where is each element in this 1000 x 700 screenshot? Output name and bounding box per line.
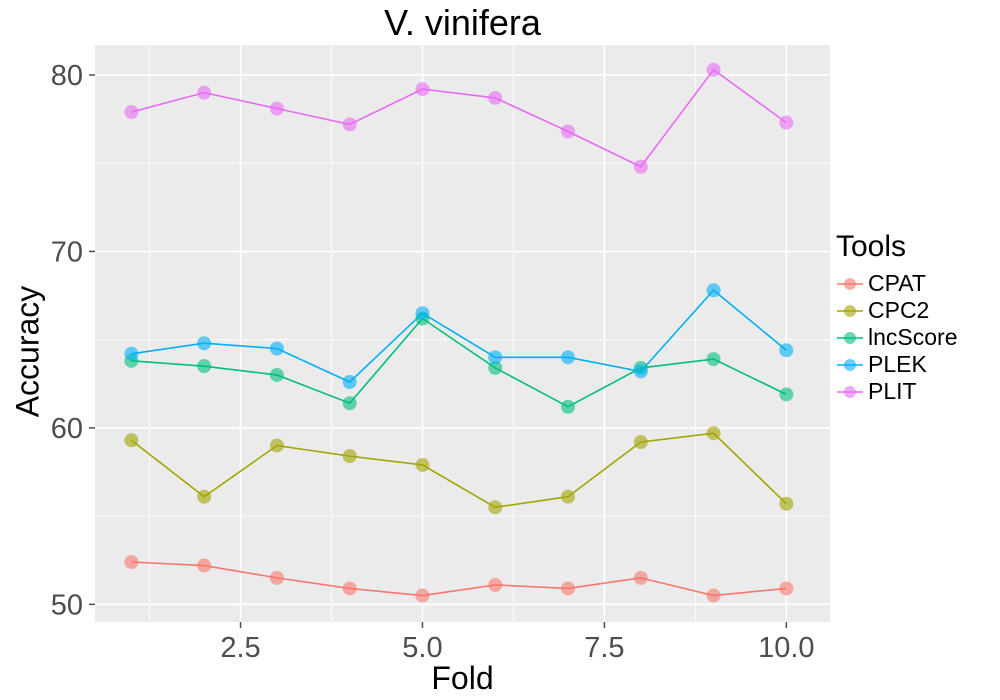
y-tick-label: 70: [51, 236, 83, 268]
data-point-PLIT: [561, 124, 576, 139]
legend-entry-lncScore: lncScore: [836, 324, 1000, 351]
legend-entry-label: PLIT: [868, 378, 917, 404]
legend-entry-PLEK: PLEK: [836, 351, 1000, 378]
data-point-lncScore: [779, 387, 794, 402]
legend-key-point: [844, 331, 856, 344]
data-point-PLIT: [124, 105, 139, 120]
data-point-lncScore: [561, 399, 576, 414]
data-point-PLIT: [779, 115, 794, 130]
legend-entry-CPAT: CPAT: [836, 270, 1000, 297]
data-point-PLEK: [779, 343, 794, 358]
data-point-PLEK: [561, 350, 576, 365]
data-point-PLEK: [269, 341, 284, 356]
data-point-PLIT: [197, 85, 212, 100]
data-point-CPC2: [706, 426, 721, 441]
legend-key-point: [844, 358, 856, 371]
series-line-PLIT: [131, 68, 787, 168]
legend-entry-label: PLEK: [868, 351, 927, 377]
data-point-CPC2: [415, 457, 430, 472]
y-axis-label: Accuracy: [9, 285, 46, 418]
data-point-PLEK: [706, 283, 721, 298]
data-point-PLIT: [269, 101, 284, 116]
chart-title: V. vinifera: [384, 2, 541, 43]
data-point-CPAT: [124, 555, 139, 570]
data-point-PLEK: [124, 346, 139, 361]
panel-background: [95, 45, 830, 622]
data-point-CPC2: [124, 433, 139, 448]
data-point-lncScore: [269, 367, 284, 382]
data-point-PLIT: [706, 62, 721, 77]
data-point-CPC2: [342, 449, 357, 464]
data-point-PLEK: [342, 375, 357, 390]
data-point-CPC2: [488, 500, 503, 515]
legend-key-point: [844, 385, 856, 398]
data-point-CPAT: [269, 570, 284, 585]
data-point-CPAT: [633, 570, 648, 585]
data-point-CPC2: [197, 489, 212, 504]
data-point-CPAT: [488, 577, 503, 592]
x-tick-label: 10.0: [758, 632, 814, 664]
data-point-CPC2: [779, 496, 794, 511]
series-line-PLEK: [131, 289, 787, 383]
legend-entry-label: CPC2: [868, 297, 930, 323]
series-line-lncScore: [131, 317, 787, 408]
x-axis-label: Fold: [431, 660, 494, 696]
legend-key-icon: [837, 385, 863, 398]
legend-entry-PLIT: PLIT: [836, 378, 1000, 405]
series-line-CPAT: [131, 561, 787, 597]
data-point-CPAT: [415, 588, 430, 603]
data-point-PLEK: [633, 364, 648, 379]
data-point-CPAT: [706, 588, 721, 603]
legend-key-icon: [837, 358, 863, 371]
data-point-PLIT: [415, 82, 430, 97]
data-point-PLIT: [342, 117, 357, 132]
legend: Tools CPAT CPC2 lncScore PLEK PLIT: [836, 230, 1000, 405]
legend-key-icon: [837, 331, 863, 344]
data-point-CPAT: [197, 558, 212, 573]
x-tick-label: 2.5: [220, 632, 260, 664]
data-point-CPAT: [342, 581, 357, 596]
x-tick-label: 5.0: [402, 632, 442, 664]
data-point-PLEK: [415, 306, 430, 321]
legend-entry-label: lncScore: [868, 324, 958, 350]
data-point-PLEK: [197, 336, 212, 351]
data-point-CPAT: [561, 581, 576, 596]
legend-key-point: [844, 304, 856, 317]
y-tick-label: 50: [51, 589, 83, 621]
legend-title: Tools: [836, 230, 907, 263]
data-point-PLIT: [633, 159, 648, 174]
data-point-CPC2: [561, 489, 576, 504]
data-point-lncScore: [488, 360, 503, 375]
data-point-PLEK: [488, 350, 503, 365]
series-line-CPC2: [130, 432, 787, 509]
data-point-lncScore: [197, 359, 212, 374]
legend-key-icon: [837, 304, 863, 317]
legend-entry-label: CPAT: [868, 270, 926, 296]
x-tick-label: 7.5: [584, 632, 624, 664]
data-point-lncScore: [706, 352, 721, 367]
legend-entries: CPAT CPC2 lncScore PLEK PLIT: [836, 270, 1000, 405]
data-point-CPC2: [633, 435, 648, 450]
data-point-PLIT: [488, 90, 503, 105]
legend-key-point: [844, 277, 856, 290]
legend-entry-CPC2: CPC2: [836, 297, 1000, 324]
y-tick-label: 60: [51, 413, 83, 445]
legend-key-icon: [837, 277, 863, 290]
data-point-CPAT: [779, 581, 794, 596]
data-point-CPC2: [269, 438, 284, 453]
y-tick-label: 80: [51, 60, 83, 92]
data-point-lncScore: [342, 396, 357, 411]
